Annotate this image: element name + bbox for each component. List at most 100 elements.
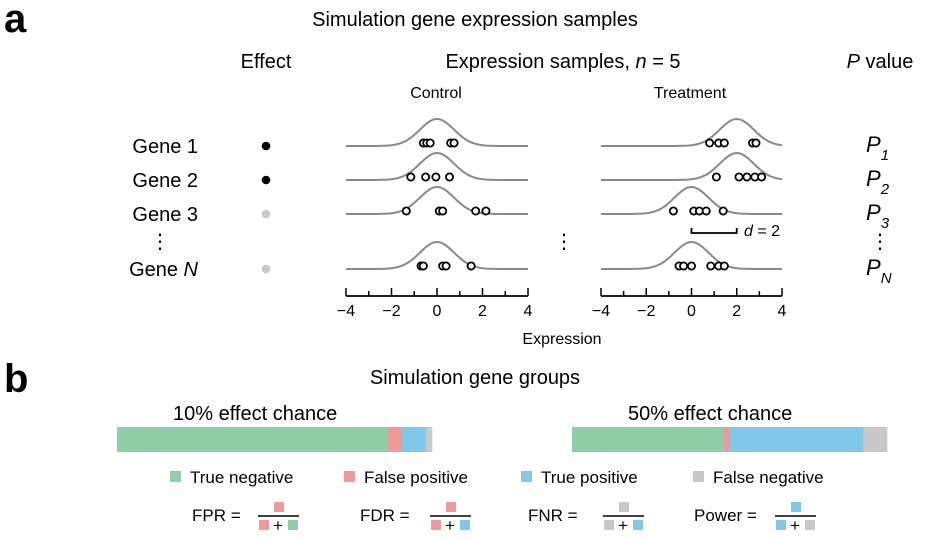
pvalue-header-p: P <box>847 51 861 73</box>
control-tick-label: 4 <box>524 303 533 320</box>
gene-label-prefix: Gene <box>129 259 183 281</box>
bar-segment-false-positive <box>723 427 730 452</box>
control-tick-label: −4 <box>337 303 355 320</box>
control-sample-point <box>481 206 491 216</box>
legend: True negative False positive True positive… <box>170 468 824 487</box>
gene-label: Gene 1 <box>132 136 198 158</box>
p-value-label: P3 <box>866 200 890 232</box>
pvalue-header-suffix: value <box>860 51 913 73</box>
treatment-sample-point <box>751 138 761 148</box>
p-value-symbol: P <box>866 132 881 157</box>
legend-item: True positive <box>521 468 638 487</box>
p-value-symbol: P <box>866 200 881 225</box>
gene-label-suffix: 1 <box>187 136 198 158</box>
pvalue-header: P value <box>847 51 914 73</box>
effect-dot <box>261 209 271 219</box>
formula-plus: + <box>273 516 283 535</box>
treatment-sample-point <box>705 138 715 148</box>
p-value-subscript: N <box>881 270 892 287</box>
panel-a-letter: a <box>4 0 27 41</box>
effect-size-value: = 2 <box>753 223 780 240</box>
formula-numerator-swatch <box>274 502 284 512</box>
gene-row: Gene 3 P3 <box>132 185 890 232</box>
p-value-label: PN <box>866 255 892 287</box>
treatment-tick-label: −2 <box>637 303 655 320</box>
treatment-sample-point <box>734 172 744 182</box>
group-bars: 10% effect chance 50% effect chance <box>117 403 888 452</box>
p-value-subscript: 2 <box>880 181 890 198</box>
control-distribution-curve <box>346 151 528 181</box>
legend-swatch <box>170 471 181 482</box>
samples-header: Expression samples, n = 5 <box>445 51 680 73</box>
control-distribution-curve <box>346 240 528 270</box>
control-tick-label: −2 <box>382 303 400 320</box>
p-value-symbol: P <box>866 255 881 280</box>
gene-label: Gene 2 <box>132 170 198 192</box>
formulas: FPR = + FDR = + FNR = + Power = + <box>192 502 816 535</box>
treatment-tick-label: −4 <box>592 303 610 320</box>
gene-label: Gene 3 <box>132 204 198 226</box>
treatment-sample-point <box>668 206 678 216</box>
gene-label-prefix: Gene <box>132 136 186 158</box>
treatment-sample-point <box>687 261 697 271</box>
formula-name: FDR = <box>360 506 410 525</box>
control-distribution-curve <box>346 117 528 147</box>
effect-dot <box>261 175 271 185</box>
control-sample-point <box>471 206 481 216</box>
formula-name: FNR = <box>528 506 578 525</box>
pvalue-ellipsis: ⋮ <box>870 231 890 253</box>
group-bar: 50% effect chance <box>572 403 888 452</box>
axis-label: Expression <box>522 331 601 348</box>
p-value-label: P1 <box>866 132 889 164</box>
formula-denominator-swatch <box>604 520 614 530</box>
treatment-label: Treatment <box>654 85 727 102</box>
control-sample-point <box>401 206 411 216</box>
treatment-sample-point <box>719 261 729 271</box>
panel-b-title: Simulation gene groups <box>370 367 580 389</box>
bar-segment-true-negative <box>572 427 724 452</box>
treatment-sample-point <box>719 138 729 148</box>
bar-segment-false-positive <box>387 427 403 452</box>
formula-denominator-swatch <box>288 520 298 530</box>
expression-axes: −4 −2 0 2 4 −4 −2 0 2 4 <box>337 288 787 320</box>
gene-row: Gene 2 P2 <box>132 151 890 198</box>
formula-name: Power = <box>694 506 757 525</box>
legend-label: True negative <box>190 468 293 487</box>
control-sample-point <box>438 206 448 216</box>
effect-size-bracket-line <box>690 228 738 234</box>
effect-dot <box>261 141 271 151</box>
effect-header: Effect <box>241 51 292 73</box>
treatment-sample-point <box>701 206 711 216</box>
group-bar-label: 10% effect chance <box>173 403 337 425</box>
gene-row: Gene 1 P1 <box>132 117 889 164</box>
p-value-subscript: 3 <box>881 215 890 232</box>
treatment-distribution-curve <box>601 151 783 181</box>
samples-header-n: n <box>636 51 647 73</box>
formula-denominator-swatch <box>805 520 815 530</box>
formula: FPR = + <box>192 502 299 535</box>
gene-label-suffix: N <box>184 259 199 281</box>
treatment-sample-point <box>718 206 728 216</box>
formula-numerator-swatch <box>446 502 456 512</box>
control-tick-label: 2 <box>478 303 487 320</box>
control-sample-point <box>445 172 455 182</box>
formula: Power = + <box>694 502 816 535</box>
effect-size-label: d = 2 <box>744 223 780 240</box>
control-distribution-curve <box>346 185 528 215</box>
effect-size-bracket <box>690 228 738 234</box>
control-sample-point <box>431 172 441 182</box>
legend-item: True negative <box>170 468 293 487</box>
treatment-tick-label: 4 <box>778 303 787 320</box>
formula: FNR = + <box>528 502 644 535</box>
effect-size-var: d <box>744 223 754 240</box>
formula-numerator-swatch <box>619 502 629 512</box>
formula-denominator-swatch <box>431 520 441 530</box>
treatment-sample-point <box>742 172 752 182</box>
legend-swatch <box>693 471 704 482</box>
control-sample-point <box>421 172 431 182</box>
treatment-sample-point <box>706 261 716 271</box>
bar-segment-true-positive <box>729 427 864 452</box>
